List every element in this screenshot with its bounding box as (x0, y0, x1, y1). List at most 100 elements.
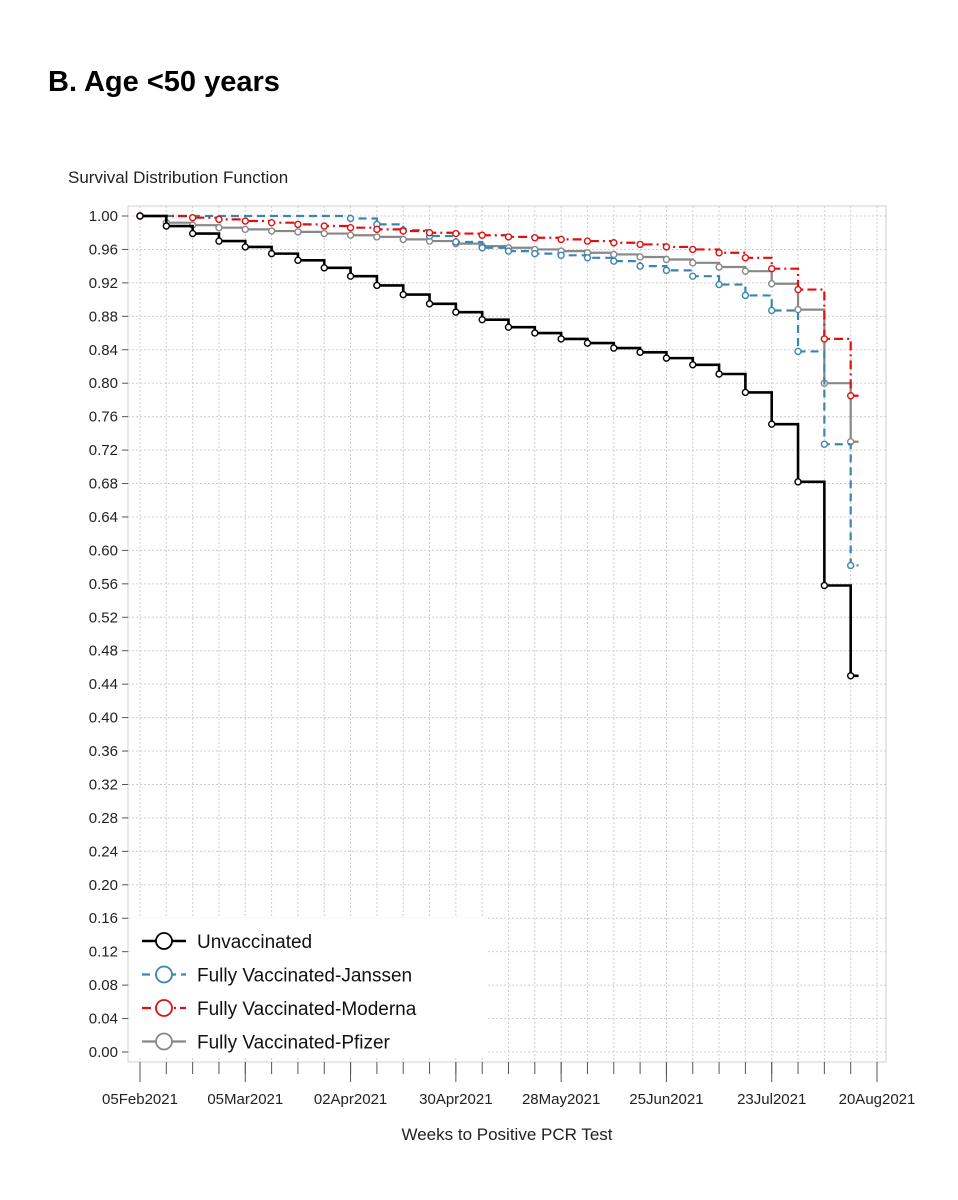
data-point (241, 217, 249, 225)
data-point (715, 280, 723, 289)
x-tick-label: 25Jun2021 (629, 1091, 703, 1108)
data-point (478, 231, 486, 239)
data-point (531, 249, 539, 258)
data-point (241, 225, 249, 234)
data-point (557, 235, 565, 244)
legend-label: Fully Vaccinated-Moderna (197, 999, 417, 1020)
legend-item: Fully Vaccinated-Janssen (142, 966, 412, 987)
legend-box (130, 918, 486, 1056)
legend-item: Fully Vaccinated-Moderna (142, 999, 417, 1020)
y-tick-label: 0.04 (89, 1011, 118, 1028)
series-line (140, 214, 859, 678)
y-tick-label: 0.52 (89, 609, 118, 626)
data-point (425, 300, 434, 308)
x-tick-label: 20Aug2021 (839, 1091, 916, 1108)
data-point (346, 272, 355, 280)
data-point (662, 255, 671, 264)
data-point (215, 215, 223, 224)
x-tick-label: 05Feb2021 (102, 1091, 178, 1108)
y-tick-label: 0.16 (89, 910, 118, 927)
y-tick-label: 0.96 (89, 241, 118, 258)
data-point (794, 347, 802, 356)
y-tick-label: 0.08 (89, 977, 118, 994)
data-point (215, 237, 223, 245)
y-tick-label: 0.56 (89, 576, 118, 593)
data-point (689, 259, 697, 267)
data-point (610, 250, 618, 259)
data-point (768, 264, 776, 273)
data-point (399, 235, 407, 244)
data-point (846, 561, 855, 570)
legend-item: Fully Vaccinated-Pfizer (142, 1033, 391, 1054)
x-axis-title: Weeks to Positive PCR Test (401, 1125, 612, 1144)
data-point (715, 263, 723, 271)
y-tick-label: 0.92 (89, 275, 118, 292)
data-point (715, 249, 723, 257)
data-point (241, 243, 249, 251)
data-point (452, 229, 460, 238)
data-point (636, 240, 644, 249)
series-line (140, 214, 859, 397)
data-point (794, 285, 802, 294)
y-tick-label: 0.36 (89, 743, 118, 760)
data-point (320, 264, 328, 272)
y-tick-label: 0.80 (89, 375, 118, 392)
data-point (531, 234, 539, 242)
y-tick-label: 0.24 (89, 843, 118, 860)
y-tick-label: 0.12 (89, 944, 118, 961)
data-point (689, 245, 697, 254)
data-point (662, 243, 671, 251)
data-point (267, 218, 276, 227)
legend-label: Fully Vaccinated-Pfizer (197, 1033, 391, 1054)
y-tick-label: 0.48 (89, 643, 118, 660)
data-point (320, 222, 328, 230)
legend: Unvaccinated Fully Vaccinated-Janssen Full… (130, 918, 486, 1056)
x-tick-label: 02Apr2021 (314, 1091, 387, 1108)
data-point (294, 220, 302, 229)
data-point (425, 229, 434, 237)
data-point (478, 315, 486, 324)
data-point (399, 227, 407, 235)
data-point (504, 323, 513, 331)
data-point (373, 225, 381, 234)
data-point (636, 262, 644, 270)
legend-marker (155, 999, 173, 1017)
data-point (610, 239, 618, 247)
series-line (140, 214, 859, 567)
y-tick-label: 0.72 (89, 442, 118, 459)
data-point (846, 392, 855, 400)
data-point (399, 290, 407, 299)
data-point (162, 222, 171, 230)
data-point (346, 214, 355, 223)
data-point (768, 280, 776, 288)
data-point (636, 253, 644, 261)
data-point (794, 478, 802, 486)
series-layer (136, 212, 859, 680)
legend-marker (155, 965, 173, 984)
plot-frame (127, 205, 887, 1063)
data-point (346, 224, 355, 232)
data-point (636, 348, 644, 356)
panel-title: B. Age <50 years (48, 66, 280, 98)
data-point (715, 370, 723, 378)
data-point (820, 581, 829, 590)
data-point (531, 329, 539, 337)
legend-label: Unvaccinated (197, 932, 312, 953)
x-tick-label: 28May2021 (522, 1091, 600, 1108)
data-point (820, 440, 829, 448)
data-point (478, 244, 486, 252)
data-point (741, 254, 750, 262)
legend-label: Fully Vaccinated-Janssen (197, 966, 412, 987)
series-1 (136, 212, 859, 680)
y-tick-label: 1.00 (89, 208, 118, 225)
data-point (188, 213, 197, 222)
data-point (583, 237, 592, 245)
data-point (557, 251, 565, 259)
y-tick-label: 0.32 (89, 776, 118, 793)
data-point (610, 344, 618, 352)
x-tick-label: 23Jul2021 (737, 1091, 806, 1108)
data-point (504, 233, 513, 241)
data-point (741, 267, 750, 275)
x-tick-label: 05Mar2021 (207, 1091, 283, 1108)
